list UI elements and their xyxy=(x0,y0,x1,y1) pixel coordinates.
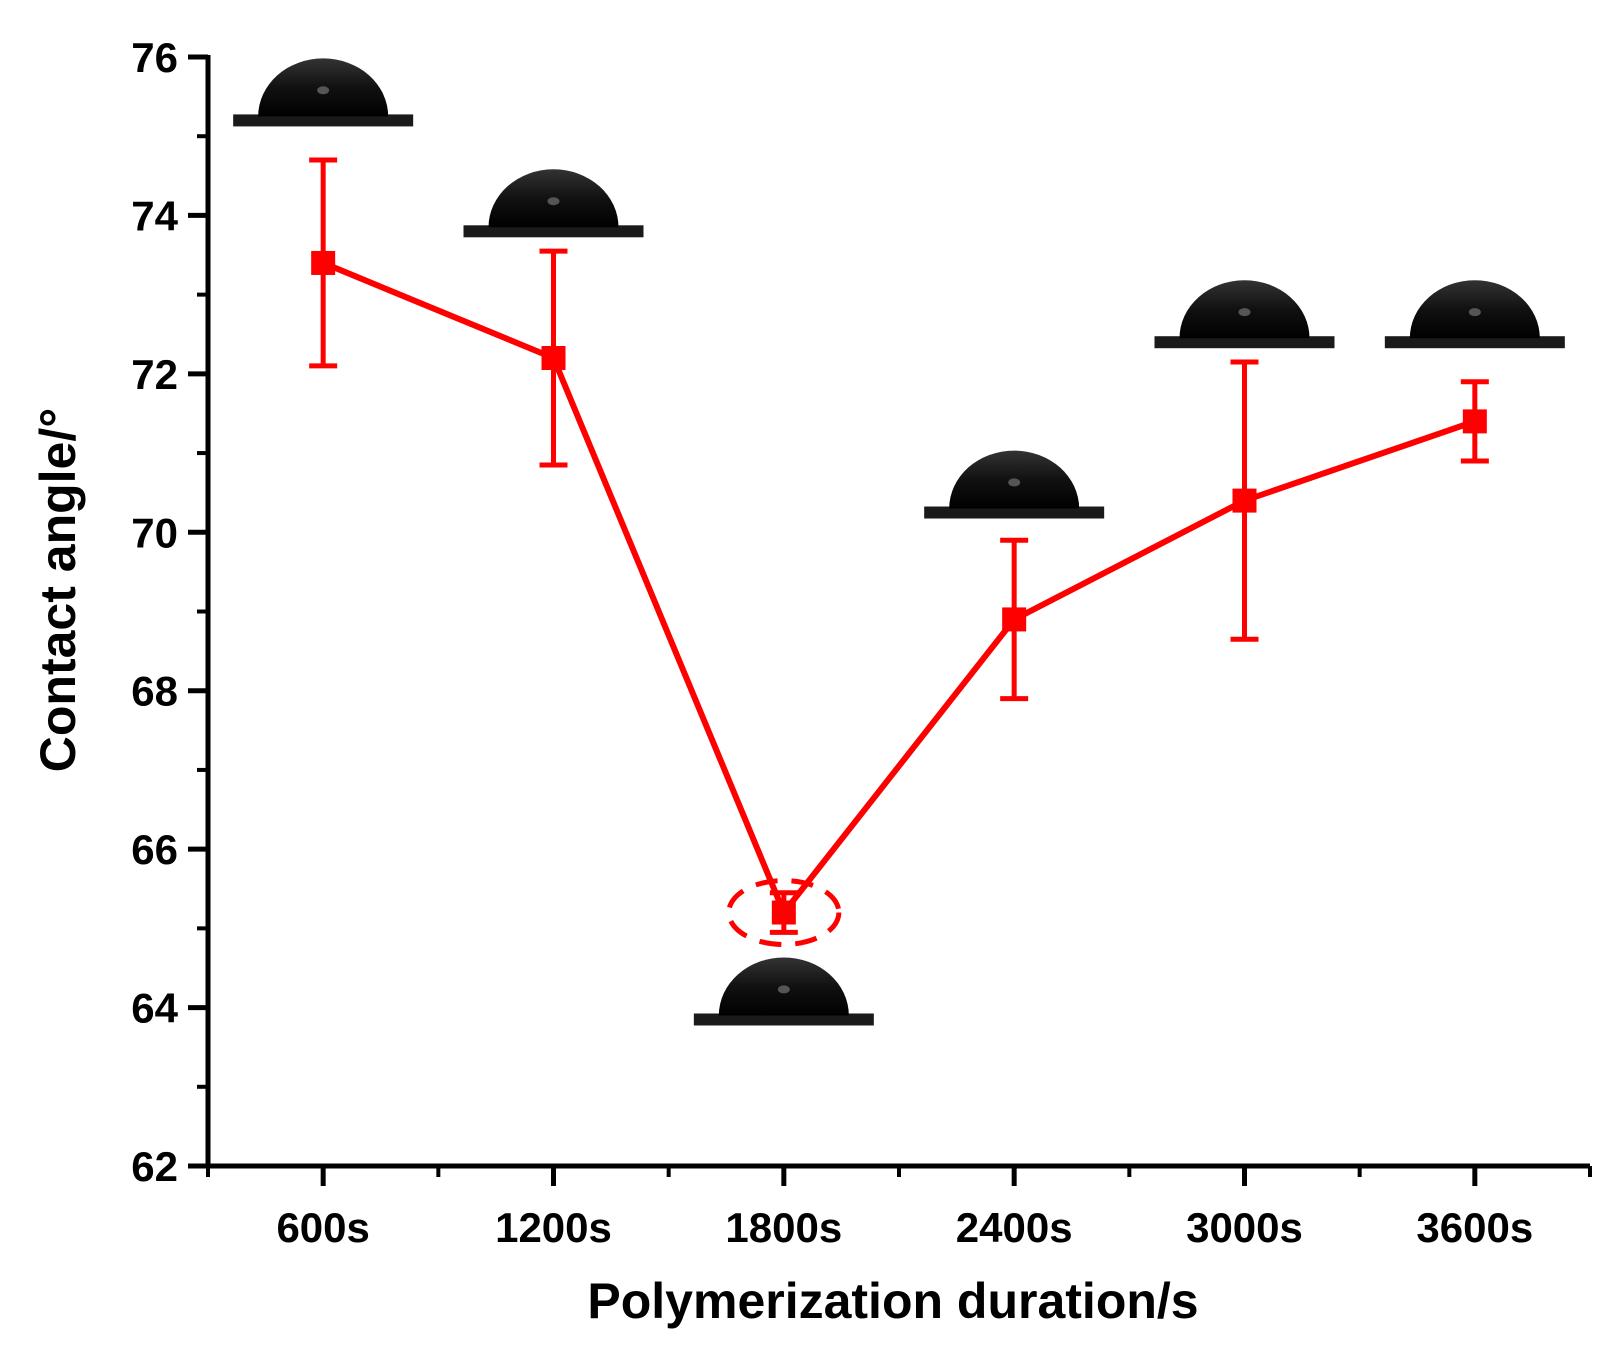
droplet-image xyxy=(463,169,644,238)
series-line xyxy=(322,260,1476,919)
droplet-substrate xyxy=(1384,336,1565,349)
droplet-substrate xyxy=(693,1013,874,1026)
droplet-highlight xyxy=(1008,478,1021,487)
series-contact-angle xyxy=(309,157,1489,935)
x-axis-title: Polymerization duration/s xyxy=(587,1273,1198,1329)
x-tick-label: 2400s xyxy=(956,1204,1073,1251)
y-tick-label: 70 xyxy=(131,509,178,556)
droplet-highlight xyxy=(777,985,790,994)
y-axis-title: Contact angle/° xyxy=(30,408,86,772)
y-tick-label: 68 xyxy=(131,668,178,715)
y-tick-label: 62 xyxy=(131,1143,178,1190)
data-point xyxy=(1232,488,1257,513)
x-tick-label: 3600s xyxy=(1416,1204,1533,1251)
droplet-image xyxy=(233,58,414,127)
annotations xyxy=(726,878,842,948)
y-tick-label: 76 xyxy=(131,34,178,81)
droplet-highlight xyxy=(1238,308,1251,317)
droplet-highlight xyxy=(317,86,330,95)
droplet-substrate xyxy=(233,114,414,127)
y-tick-label: 72 xyxy=(131,351,178,398)
droplet-image xyxy=(1154,280,1335,349)
droplet-highlight xyxy=(547,197,560,206)
data-point xyxy=(311,250,336,275)
droplet-substrate xyxy=(463,225,644,238)
data-point xyxy=(541,346,566,371)
data-point xyxy=(1462,409,1487,434)
droplet-substrate xyxy=(924,506,1105,519)
y-tick-label: 74 xyxy=(131,192,178,239)
axes: 62 64 66 68 70 72 74 76 600s 1200s 1800s 2400s 3000s… xyxy=(131,34,1592,1251)
droplet-image xyxy=(1384,280,1565,349)
droplet-images xyxy=(233,58,1565,1026)
x-tick-label: 3000s xyxy=(1186,1204,1303,1251)
y-tick-label: 64 xyxy=(131,985,178,1032)
droplet-substrate xyxy=(1154,336,1335,349)
y-tick-label: 66 xyxy=(131,826,178,873)
x-tick-label: 1200s xyxy=(495,1204,612,1251)
data-point xyxy=(771,900,796,925)
x-tick-label: 1800s xyxy=(725,1204,842,1251)
droplet-image xyxy=(924,450,1105,519)
x-tick-label: 600s xyxy=(276,1204,369,1251)
data-point xyxy=(1002,607,1027,632)
droplet-image xyxy=(693,957,874,1026)
highlight-ellipse xyxy=(726,878,842,948)
droplet-highlight xyxy=(1468,308,1481,317)
